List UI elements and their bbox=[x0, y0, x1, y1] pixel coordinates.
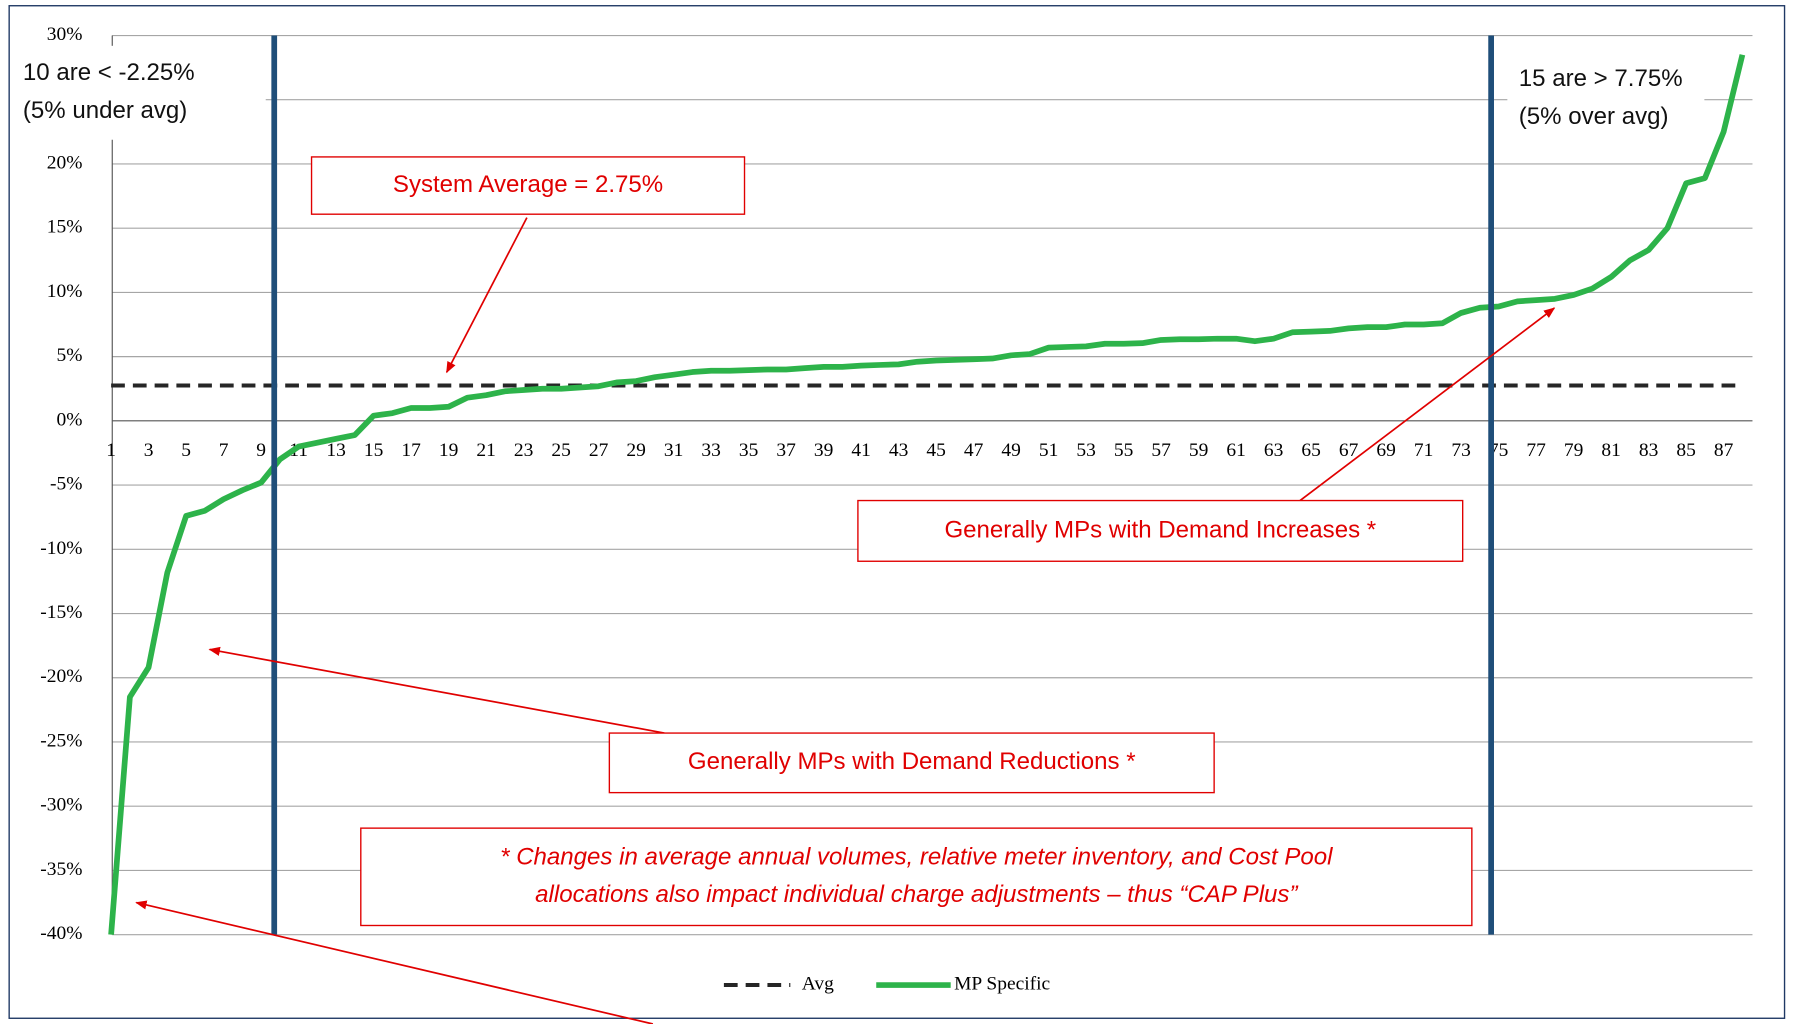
x-tick-label: 3 bbox=[144, 440, 154, 461]
x-tick-label: 1 bbox=[106, 440, 116, 461]
y-tick-label: 10% bbox=[47, 281, 83, 302]
x-tick-label: 5 bbox=[181, 440, 191, 461]
x-tick-label: 77 bbox=[1526, 440, 1546, 461]
y-tick-label: 30% bbox=[47, 24, 83, 45]
x-tick-label: 45 bbox=[926, 440, 945, 461]
arrows bbox=[135, 217, 1556, 1024]
x-tick-label: 83 bbox=[1639, 440, 1658, 461]
x-tick-label: 21 bbox=[476, 440, 495, 461]
annotation-box bbox=[310, 156, 746, 215]
annotation-box bbox=[857, 499, 1464, 562]
annotation-text: Generally MPs with Demand Reductions * bbox=[688, 748, 1136, 775]
x-tick-label: 67 bbox=[1339, 440, 1359, 461]
x-tick-label: 47 bbox=[964, 440, 984, 461]
arrow bbox=[445, 217, 528, 374]
y-tick-label: -20% bbox=[40, 666, 82, 687]
annotation-box bbox=[1507, 57, 1705, 140]
y-tick-label: 0% bbox=[57, 409, 83, 430]
annotation-text: (5% under avg) bbox=[23, 97, 187, 124]
annotation-text: Generally MPs with Demand Increases * bbox=[944, 516, 1376, 543]
plot bbox=[108, 35, 1746, 935]
x-tick-label: 31 bbox=[664, 440, 683, 461]
arrow bbox=[1299, 307, 1556, 502]
x-tick-label: 23 bbox=[514, 440, 533, 461]
x-tick-label: 7 bbox=[219, 440, 229, 461]
y-tick-label: 5% bbox=[57, 345, 83, 366]
arrow bbox=[135, 900, 654, 1024]
x-tick-label: 63 bbox=[1264, 440, 1283, 461]
x-tick-label: 71 bbox=[1414, 440, 1433, 461]
grid: -40%-35%-30%-25%-20%-15%-10%-5%0%5%10%15… bbox=[40, 24, 1753, 944]
x-tick-label: 49 bbox=[1001, 440, 1020, 461]
y-tick-label: -15% bbox=[40, 602, 82, 623]
series-line bbox=[108, 54, 1746, 935]
legend-label: MP Specific bbox=[954, 974, 1050, 995]
annotation-text: allocations also impact individual charg… bbox=[535, 881, 1298, 908]
x-tick-label: 87 bbox=[1714, 440, 1734, 461]
y-tick-label: -40% bbox=[40, 923, 82, 944]
x-tick-label: 39 bbox=[814, 440, 833, 461]
legend: Avg MP Specific bbox=[723, 974, 1051, 995]
x-tick-label: 69 bbox=[1376, 440, 1395, 461]
y-tick-label: -25% bbox=[40, 730, 82, 751]
x-tick-label: 35 bbox=[739, 440, 758, 461]
x-tick-label: 57 bbox=[1151, 440, 1171, 461]
x-tick-label: 85 bbox=[1676, 440, 1695, 461]
y-tick-label: 20% bbox=[47, 152, 83, 173]
annotation-text: (5% over avg) bbox=[1519, 103, 1669, 130]
y-tick-label: -10% bbox=[40, 538, 82, 559]
annotation-box bbox=[11, 45, 266, 140]
x-tick-label: 19 bbox=[439, 440, 458, 461]
x-tick-label: 73 bbox=[1451, 440, 1470, 461]
x-tick-label: 61 bbox=[1226, 440, 1245, 461]
x-tick-label: 59 bbox=[1189, 440, 1208, 461]
y-tick-label: 15% bbox=[47, 217, 83, 238]
annotation-text: * Changes in average annual volumes, rel… bbox=[500, 843, 1333, 870]
legend-label: Avg bbox=[802, 974, 834, 995]
x-tick-label: 27 bbox=[589, 440, 609, 461]
annotation-box bbox=[360, 827, 1473, 927]
annotation-box bbox=[608, 732, 1215, 794]
x-tick-label: 37 bbox=[776, 440, 796, 461]
y-tick-label: -30% bbox=[40, 795, 82, 816]
annotations: 10 are < -2.25% (5% under avg) 15 are > 7.… bbox=[11, 45, 1705, 927]
x-tick-label: 81 bbox=[1601, 440, 1620, 461]
x-tick-label: 25 bbox=[551, 440, 570, 461]
x-tick-label: 43 bbox=[889, 440, 908, 461]
x-tick-label: 53 bbox=[1076, 440, 1095, 461]
x-tick-label: 51 bbox=[1039, 440, 1058, 461]
x-tick-label: 41 bbox=[851, 440, 870, 461]
annotation-text: System Average = 2.75% bbox=[393, 171, 663, 198]
x-tick-label: 55 bbox=[1114, 440, 1133, 461]
y-tick-label: -5% bbox=[50, 474, 82, 495]
x-tick-label: 17 bbox=[401, 440, 421, 461]
x-tick-label: 13 bbox=[326, 440, 345, 461]
x-tick-label: 79 bbox=[1564, 440, 1583, 461]
arrow bbox=[208, 646, 665, 734]
x-tick-label: 9 bbox=[256, 440, 266, 461]
x-tick-label: 29 bbox=[626, 440, 645, 461]
x-tick-label: 65 bbox=[1301, 440, 1320, 461]
annotation-text: 15 are > 7.75% bbox=[1519, 65, 1683, 92]
y-tick-label: -35% bbox=[40, 859, 82, 880]
x-tick-label: 33 bbox=[701, 440, 720, 461]
x-tick-label: 15 bbox=[364, 440, 383, 461]
annotation-text: 10 are < -2.25% bbox=[23, 59, 195, 86]
